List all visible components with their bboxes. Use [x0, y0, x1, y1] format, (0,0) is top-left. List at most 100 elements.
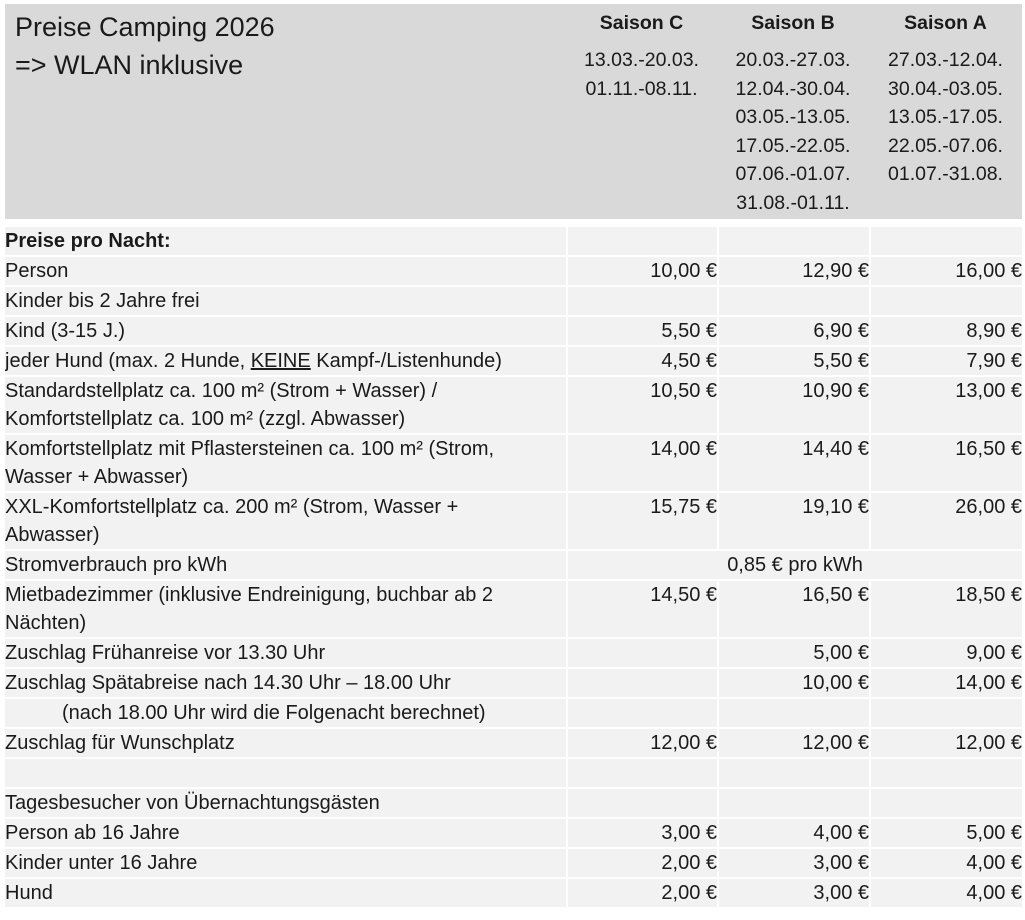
season-b-date: 31.08.-01.11. — [736, 191, 850, 214]
price-saison-b: 3,00 € — [717, 879, 869, 907]
table-row: Person 10,00 € 12,90 € 16,00 € — [5, 257, 1022, 285]
season-a-date: 27.03.-12.04. — [888, 49, 1003, 71]
price-saison-a: 4,00 € — [869, 879, 1022, 907]
table-row: Kinder unter 16 Jahre 2,00 € 3,00 € 4,00… — [5, 849, 1022, 877]
price-saison-b: 3,00 € — [717, 849, 869, 877]
row-label: Kinder unter 16 Jahre — [5, 849, 566, 877]
price-saison-b — [717, 287, 869, 315]
row-label: Stromverbrauch pro kWh — [5, 551, 566, 579]
row-label: (nach 18.00 Uhr wird die Folgenacht bere… — [5, 699, 566, 727]
price-saison-a — [869, 227, 1022, 255]
price-saison-a — [869, 699, 1022, 727]
row-label: Zuschlag für Wunschplatz — [5, 729, 566, 757]
row-label: Kind (3-15 J.) — [5, 317, 566, 345]
table-row-section-header: Tagesbesucher von Übernachtungsgästen — [5, 789, 1022, 817]
table-row-note: (nach 18.00 Uhr wird die Folgenacht bere… — [5, 699, 1022, 727]
row-label: Preise pro Nacht: — [5, 227, 566, 255]
season-c-name: Saison C — [599, 12, 684, 34]
price-saison-c: 2,00 € — [566, 879, 717, 907]
price-saison-b: 6,90 € — [717, 317, 869, 345]
season-b-date: 12.04.-30.04. — [735, 77, 851, 100]
row-label-underlined: KEINE — [250, 350, 311, 372]
price-saison-c: 10,50 € — [566, 377, 717, 433]
price-saison-c — [566, 639, 717, 667]
season-b-date: 03.05.-13.05. — [735, 106, 851, 128]
price-saison-a: 8,90 € — [869, 317, 1022, 345]
price-saison-b — [717, 789, 869, 817]
table-row: Komfortstellplatz mit Pflastersteinen ca… — [5, 435, 1022, 491]
row-label: Mietbadezimmer (inklusive Endreinigung, … — [5, 581, 566, 637]
table-row: Mietbadezimmer (inklusive Endreinigung, … — [5, 581, 1022, 637]
table-row: Kind (3-15 J.) 5,50 € 6,90 € 8,90 € — [5, 317, 1022, 345]
row-label-line1: Mietbadezimmer (inklusive Endreinigung, … — [5, 584, 494, 606]
row-label: Person ab 16 Jahre — [5, 819, 566, 847]
season-b-date: 17.05.-22.05. — [735, 134, 851, 157]
row-label: jeder Hund (max. 2 Hunde, KEINE Kampf-/L… — [5, 347, 566, 375]
price-saison-c: 14,50 € — [566, 581, 717, 637]
table-row-empty — [5, 759, 1022, 787]
season-a-date: 30.04.-03.05. — [888, 77, 1003, 100]
price-saison-c: 12,00 € — [566, 729, 717, 757]
row-label: Person — [5, 257, 566, 285]
price-saison-b — [717, 699, 869, 727]
price-table-body: Preise pro Nacht: Person 10,00 € 12,90 €… — [5, 227, 1022, 907]
row-label-text: Kampf-/Listenhunde) — [310, 350, 502, 372]
table-row: Zuschlag für Wunschplatz 12,00 € 12,00 €… — [5, 729, 1022, 757]
price-saison-c — [566, 287, 717, 315]
price-saison-c: 14,00 € — [566, 435, 717, 491]
price-saison-b: 10,90 € — [717, 377, 869, 433]
price-saison-c: 3,00 € — [566, 819, 717, 847]
price-saison-a: 26,00 € — [869, 493, 1022, 549]
page-title-line1: Preise Camping 2026 — [15, 12, 275, 42]
row-label-line2: Wasser + Abwasser) — [5, 466, 189, 488]
price-saison-a: 14,00 € — [869, 669, 1022, 697]
price-saison-a: 4,00 € — [869, 849, 1022, 877]
page-header: Preise Camping 2026 => WLAN inklusive Sa… — [5, 4, 1022, 219]
season-column-c: Saison C 13.03.-20.03. 01.11.-08.11. — [566, 10, 717, 103]
price-saison-b: 5,50 € — [717, 347, 869, 375]
table-row: Person ab 16 Jahre 3,00 € 4,00 € 5,00 € — [5, 819, 1022, 847]
price-saison-b: 10,00 € — [717, 669, 869, 697]
table-row-electricity: Stromverbrauch pro kWh 0,85 € pro kWh — [5, 551, 1022, 579]
price-saison-a: 13,00 € — [869, 377, 1022, 433]
table-row: Kinder bis 2 Jahre frei — [5, 287, 1022, 315]
table-row: XXL-Komfortstellplatz ca. 200 m² (Strom,… — [5, 493, 1022, 549]
page-title-line2: => WLAN inklusive — [15, 50, 244, 80]
row-label: Tagesbesucher von Übernachtungsgästen — [5, 789, 566, 817]
price-saison-b: 14,40 € — [717, 435, 869, 491]
price-saison-a: 18,50 € — [869, 581, 1022, 637]
page-title: Preise Camping 2026 => WLAN inklusive — [15, 8, 275, 84]
season-c-date: 13.03.-20.03. — [584, 49, 699, 71]
price-saison-c — [566, 789, 717, 817]
price-saison-c: 4,50 € — [566, 347, 717, 375]
price-all-seasons: 0,85 € pro kWh — [566, 551, 1022, 579]
price-saison-b: 16,50 € — [717, 581, 869, 637]
price-saison-b: 4,00 € — [717, 819, 869, 847]
season-a-date: 22.05.-07.06. — [888, 134, 1003, 157]
price-saison-c: 15,75 € — [566, 493, 717, 549]
price-saison-c — [566, 227, 717, 255]
season-c-date: 01.11.-08.11. — [585, 77, 698, 100]
table-row: Zuschlag Spätabreise nach 14.30 Uhr – 18… — [5, 669, 1022, 697]
price-saison-a — [869, 789, 1022, 817]
price-saison-b: 5,00 € — [717, 639, 869, 667]
season-column-a: Saison A 27.03.-12.04. 30.04.-03.05. 13.… — [869, 10, 1022, 189]
row-label: Zuschlag Spätabreise nach 14.30 Uhr – 18… — [5, 669, 566, 697]
row-label-line2: Abwasser) — [5, 524, 100, 546]
season-b-date: 07.06.-01.07. — [735, 163, 851, 185]
price-saison-c — [566, 759, 717, 787]
price-saison-a: 5,00 € — [869, 819, 1022, 847]
price-saison-c: 5,50 € — [566, 317, 717, 345]
season-b-date: 20.03.-27.03. — [735, 49, 851, 71]
price-saison-a: 16,00 € — [869, 257, 1022, 285]
row-label-text: jeder Hund (max. 2 Hunde, — [5, 350, 251, 372]
season-a-date: 13.05.-17.05. — [888, 106, 1003, 128]
table-row: jeder Hund (max. 2 Hunde, KEINE Kampf-/L… — [5, 347, 1022, 375]
table-row: Hund 2,00 € 3,00 € 4,00 € — [5, 879, 1022, 907]
price-saison-b — [717, 227, 869, 255]
row-label: Standardstellplatz ca. 100 m² (Strom + W… — [5, 377, 566, 433]
row-label-line1: Komfortstellplatz mit Pflastersteinen ca… — [5, 438, 495, 460]
price-saison-b — [717, 759, 869, 787]
row-label: Komfortstellplatz mit Pflastersteinen ca… — [5, 435, 566, 491]
